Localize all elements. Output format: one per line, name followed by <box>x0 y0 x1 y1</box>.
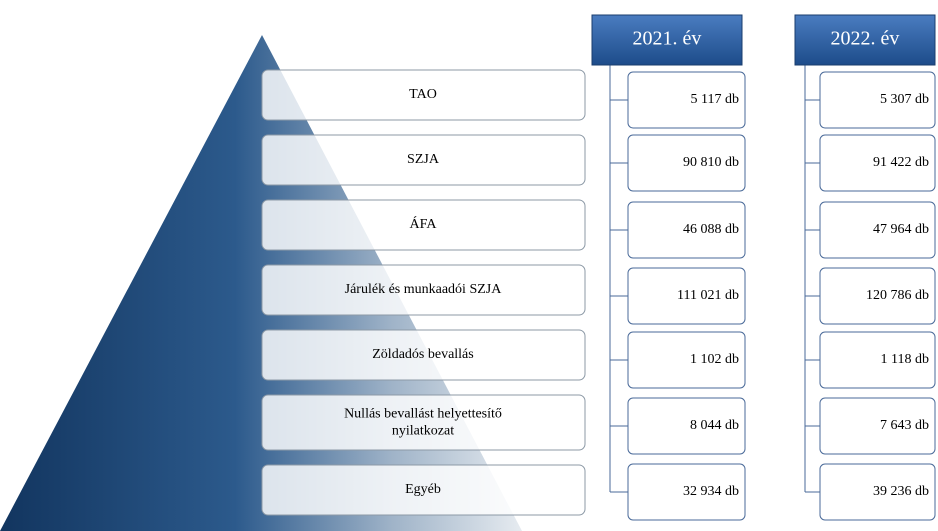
value-box <box>819 71 936 129</box>
year-header <box>591 14 743 66</box>
row-box <box>261 394 586 451</box>
value-label: 47 964 db <box>873 222 929 237</box>
row-label: Egyéb <box>405 482 441 497</box>
value-label: 5 307 db <box>880 92 929 107</box>
row-label: Zöldadós bevallás <box>372 347 473 362</box>
value-box <box>627 134 746 192</box>
value-label: 5 117 db <box>691 92 739 107</box>
row-label: ÁFA <box>410 215 438 232</box>
value-box <box>819 201 936 259</box>
value-box <box>819 267 936 325</box>
row-label: TAO <box>409 87 437 102</box>
row-box <box>261 329 586 381</box>
value-label: 91 422 db <box>873 155 929 170</box>
year-label: 2021. év <box>633 28 702 50</box>
row-box <box>261 464 586 516</box>
value-box <box>627 397 746 455</box>
row-box <box>261 69 586 121</box>
value-label: 39 236 db <box>873 484 929 499</box>
value-box <box>819 397 936 455</box>
content: TAO SZJA ÁFA Járulék és munkaadói SZJA Zölda… <box>261 14 936 521</box>
row-label: SZJA <box>407 152 440 167</box>
value-box <box>627 463 746 521</box>
value-box <box>627 71 746 129</box>
value-label: 8 044 db <box>690 418 739 433</box>
value-label: 1 118 db <box>881 352 929 367</box>
row-box <box>261 134 586 186</box>
row-label: Járulék és munkaadói SZJA <box>345 282 503 297</box>
value-label: 120 786 db <box>866 288 929 303</box>
year-header <box>794 14 936 66</box>
value-box <box>627 267 746 325</box>
value-box <box>819 463 936 521</box>
value-label: 32 934 db <box>683 484 739 499</box>
value-box <box>627 331 746 389</box>
value-label: 46 088 db <box>683 222 739 237</box>
value-box <box>819 331 936 389</box>
year-label: 2022. év <box>831 28 900 50</box>
row-label: Nullás bevallást helyettesítő nyilatkozat <box>344 407 502 439</box>
value-box <box>627 201 746 259</box>
row-box <box>261 264 586 316</box>
value-label: 111 021 db <box>677 288 739 303</box>
value-label: 7 643 db <box>880 418 929 433</box>
value-box <box>819 134 936 192</box>
row-box <box>261 199 586 251</box>
value-label: 1 102 db <box>690 352 739 367</box>
value-label: 90 810 db <box>683 155 739 170</box>
